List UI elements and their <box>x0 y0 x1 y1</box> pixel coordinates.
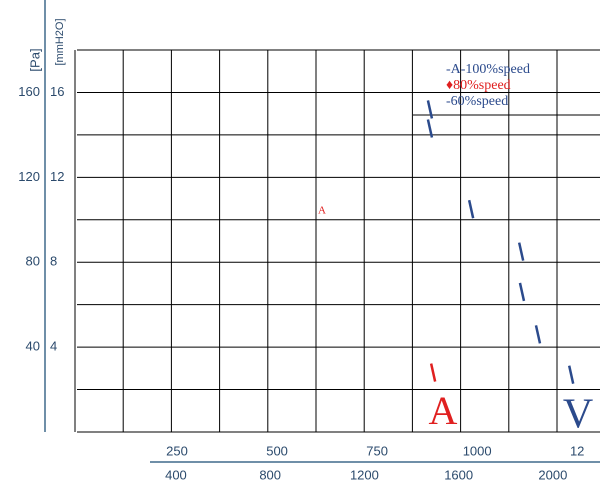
x2-tick-label: 800 <box>259 467 281 482</box>
y-tick-label: 80 <box>26 254 40 269</box>
curve-segment <box>429 363 437 382</box>
x2-tick-label: 1600 <box>444 467 473 482</box>
y-tick-label: 120 <box>18 169 40 184</box>
y-tick-label: 160 <box>18 84 40 99</box>
x-tick-label: 750 <box>366 443 388 458</box>
x2-tick-label: 400 <box>165 467 187 482</box>
x-tick-label: 250 <box>166 443 188 458</box>
curve-segment <box>426 119 434 138</box>
x-tick-label: 1000 <box>463 443 492 458</box>
x-tick-label: 12 <box>570 443 584 458</box>
legend-entry: -60%speed <box>446 94 508 109</box>
legend-entry: -A-100%speed <box>446 62 530 77</box>
annotation: A <box>318 205 326 217</box>
x2-tick-label: 1200 <box>350 467 379 482</box>
annotation: V <box>563 392 593 438</box>
y2-axis-label: [mmH2O] <box>54 18 66 65</box>
legend-entry: ♦80%speed <box>446 78 511 93</box>
y-tick-label: 40 <box>26 339 40 354</box>
annotation: A <box>429 388 458 433</box>
curve-segment <box>517 242 525 261</box>
y2-tick-label: 12 <box>50 169 64 184</box>
y2-tick-label: 16 <box>50 84 64 99</box>
x-tick-label: 500 <box>266 443 288 458</box>
curve-segment <box>567 365 575 384</box>
curve-segment <box>518 282 526 302</box>
curve-segment <box>467 199 475 219</box>
y-axis-label: [Pa] <box>27 48 42 71</box>
x2-tick-label: 2000 <box>538 467 567 482</box>
curve-segment <box>426 100 434 119</box>
y2-tick-label: 8 <box>50 254 57 269</box>
curve-segment <box>534 325 542 344</box>
y2-tick-label: 4 <box>50 339 57 354</box>
